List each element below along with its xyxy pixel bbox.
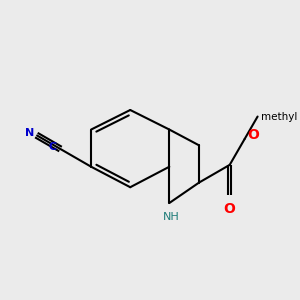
Text: methyl: methyl xyxy=(261,112,298,122)
Text: N: N xyxy=(25,128,34,138)
Text: O: O xyxy=(248,128,259,142)
Text: O: O xyxy=(224,202,236,216)
Text: C: C xyxy=(49,142,57,152)
Text: NH: NH xyxy=(163,212,179,222)
